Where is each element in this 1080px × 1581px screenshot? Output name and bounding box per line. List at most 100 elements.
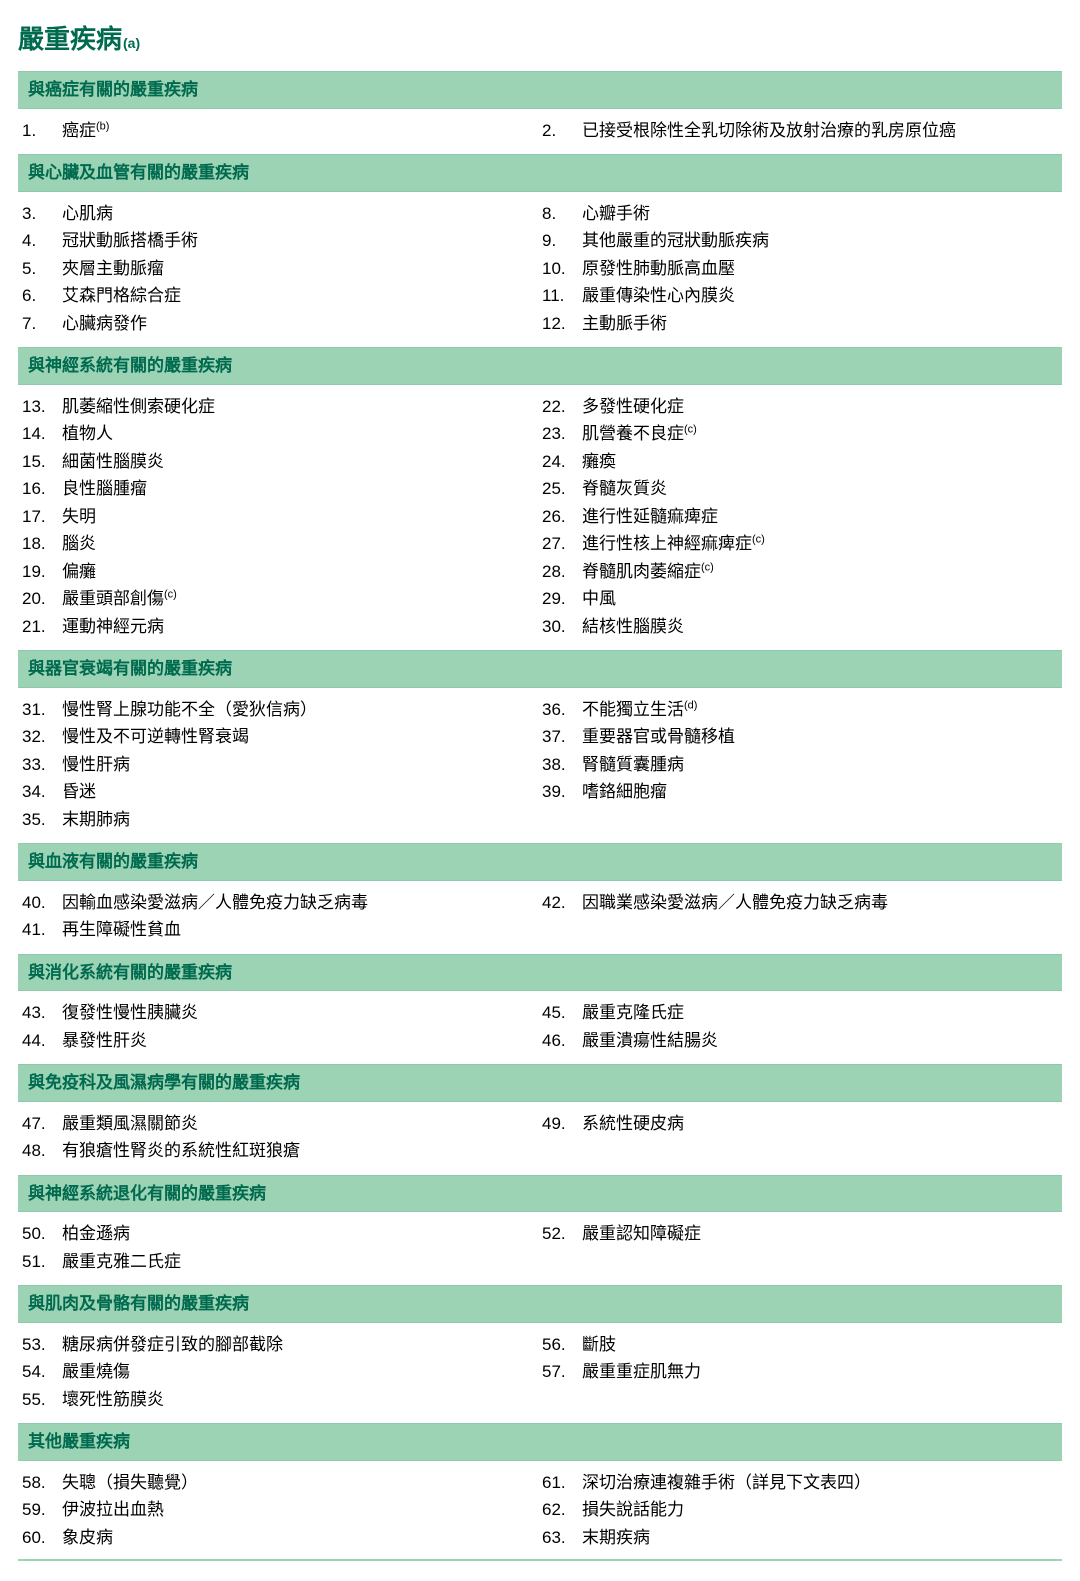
item-text: 嚴重潰瘍性結腸炎 <box>582 1028 1062 1054</box>
list-item: 41.再生障礙性貧血 <box>22 916 542 944</box>
item-number: 44. <box>22 1028 62 1054</box>
list-item: 16.良性腦腫瘤 <box>22 475 542 503</box>
item-number: 37. <box>542 724 582 750</box>
item-text: 伊波拉出血熱 <box>62 1497 542 1523</box>
item-number: 28. <box>542 559 582 585</box>
list-item: 48.有狼瘡性腎炎的系統性紅斑狼瘡 <box>22 1137 542 1165</box>
list-item: 13.肌萎縮性側索硬化症 <box>22 393 542 421</box>
list-item: 62.損失說話能力 <box>542 1496 1062 1524</box>
item-text: 失聰（損失聽覺） <box>62 1470 542 1496</box>
column-right: 22.多發性硬化症23.肌營養不良症(c)24.癱瘓25.脊髓灰質炎26.進行性… <box>542 393 1062 641</box>
list-item: 26.進行性延髓痲痺症 <box>542 503 1062 531</box>
item-sup: (c) <box>684 423 697 435</box>
item-number: 33. <box>22 752 62 778</box>
list-item: 55.壞死性筋膜炎 <box>22 1386 542 1414</box>
item-text: 因職業感染愛滋病／人體免疫力缺乏病毒 <box>582 890 1062 916</box>
item-text: 慢性肝病 <box>62 752 542 778</box>
item-text: 冠狀動脈搭橋手術 <box>62 228 542 254</box>
item-sup: (c) <box>752 533 765 545</box>
list-item: 8.心瓣手術 <box>542 200 1062 228</box>
section-body: 50.柏金遜病51.嚴重克雅二氏症52.嚴重認知障礙症 <box>18 1212 1062 1285</box>
item-text: 脊髓肌肉萎縮症(c) <box>582 559 1062 585</box>
item-number: 29. <box>542 586 582 612</box>
item-number: 47. <box>22 1111 62 1137</box>
item-number: 11. <box>542 283 582 309</box>
list-item: 45.嚴重克隆氏症 <box>542 999 1062 1027</box>
item-text: 夾層主動脈瘤 <box>62 256 542 282</box>
list-item: 11.嚴重傳染性心內膜炎 <box>542 282 1062 310</box>
item-number: 38. <box>542 752 582 778</box>
list-item: 23.肌營養不良症(c) <box>542 420 1062 448</box>
list-item: 36.不能獨立生活(d) <box>542 696 1062 724</box>
item-number: 50. <box>22 1221 62 1247</box>
page-title-text: 嚴重疾病 <box>18 20 122 59</box>
column-left: 40.因輸血感染愛滋病／人體免疫力缺乏病毒41.再生障礙性貧血 <box>22 889 542 944</box>
item-text: 腎髓質囊腫病 <box>582 752 1062 778</box>
item-number: 26. <box>542 504 582 530</box>
item-number: 19. <box>22 559 62 585</box>
item-number: 13. <box>22 394 62 420</box>
item-text: 主動脈手術 <box>582 311 1062 337</box>
item-text: 昏迷 <box>62 779 542 805</box>
item-text: 重要器官或骨髓移植 <box>582 724 1062 750</box>
item-number: 43. <box>22 1000 62 1026</box>
section-header: 與免疫科及風濕病學有關的嚴重疾病 <box>18 1064 1062 1102</box>
item-text: 心臟病發作 <box>62 311 542 337</box>
item-text: 癌症(b) <box>62 118 542 144</box>
item-text: 偏癱 <box>62 559 542 585</box>
item-number: 31. <box>22 697 62 723</box>
section-body: 1.癌症(b)2.已接受根除性全乳切除術及放射治療的乳房原位癌 <box>18 109 1062 155</box>
item-number: 52. <box>542 1221 582 1247</box>
column-right: 49.系統性硬皮病 <box>542 1110 1062 1165</box>
list-item: 22.多發性硬化症 <box>542 393 1062 421</box>
item-number: 63. <box>542 1525 582 1551</box>
section-body: 43.復發性慢性胰臟炎44.暴發性肝炎45.嚴重克隆氏症46.嚴重潰瘍性結腸炎 <box>18 991 1062 1064</box>
item-number: 42. <box>542 890 582 916</box>
item-text: 其他嚴重的冠狀動脈疾病 <box>582 228 1062 254</box>
item-text: 嗜鉻細胞瘤 <box>582 779 1062 805</box>
list-item: 3.心肌病 <box>22 200 542 228</box>
section-body: 40.因輸血感染愛滋病／人體免疫力缺乏病毒41.再生障礙性貧血42.因職業感染愛… <box>18 881 1062 954</box>
item-text: 再生障礙性貧血 <box>62 917 542 943</box>
final-rule <box>18 1559 1062 1561</box>
item-number: 59. <box>22 1497 62 1523</box>
list-item: 29.中風 <box>542 585 1062 613</box>
item-number: 27. <box>542 531 582 557</box>
section-header: 與神經系統退化有關的嚴重疾病 <box>18 1175 1062 1213</box>
list-item: 19.偏癱 <box>22 558 542 586</box>
item-number: 30. <box>542 614 582 640</box>
item-number: 48. <box>22 1138 62 1164</box>
list-item: 37.重要器官或骨髓移植 <box>542 723 1062 751</box>
list-item: 57.嚴重重症肌無力 <box>542 1358 1062 1386</box>
item-number: 1. <box>22 118 62 144</box>
item-text: 慢性腎上腺功能不全（愛狄信病） <box>62 697 542 723</box>
item-text: 失明 <box>62 504 542 530</box>
list-item: 34.昏迷 <box>22 778 542 806</box>
item-number: 5. <box>22 256 62 282</box>
list-item: 42.因職業感染愛滋病／人體免疫力缺乏病毒 <box>542 889 1062 917</box>
list-item: 25.脊髓灰質炎 <box>542 475 1062 503</box>
item-text: 深切治療連複雜手術（詳見下文表四） <box>582 1470 1062 1496</box>
item-text: 細菌性腦膜炎 <box>62 449 542 475</box>
item-number: 20. <box>22 586 62 612</box>
list-item: 56.斷肢 <box>542 1331 1062 1359</box>
list-item: 35.末期肺病 <box>22 806 542 834</box>
section-body: 47.嚴重類風濕關節炎48.有狼瘡性腎炎的系統性紅斑狼瘡49.系統性硬皮病 <box>18 1102 1062 1175</box>
list-item: 6.艾森門格綜合症 <box>22 282 542 310</box>
item-number: 40. <box>22 890 62 916</box>
column-left: 1.癌症(b) <box>22 117 542 145</box>
list-item: 31.慢性腎上腺功能不全（愛狄信病） <box>22 696 542 724</box>
list-item: 40.因輸血感染愛滋病／人體免疫力缺乏病毒 <box>22 889 542 917</box>
list-item: 49.系統性硬皮病 <box>542 1110 1062 1138</box>
section-header: 與器官衰竭有關的嚴重疾病 <box>18 650 1062 688</box>
column-left: 31.慢性腎上腺功能不全（愛狄信病）32.慢性及不可逆轉性腎衰竭33.慢性肝病3… <box>22 696 542 834</box>
column-left: 58.失聰（損失聽覺）59.伊波拉出血熱60.象皮病 <box>22 1469 542 1552</box>
item-text: 中風 <box>582 586 1062 612</box>
item-text: 脊髓灰質炎 <box>582 476 1062 502</box>
item-text: 嚴重認知障礙症 <box>582 1221 1062 1247</box>
column-left: 13.肌萎縮性側索硬化症14.植物人15.細菌性腦膜炎16.良性腦腫瘤17.失明… <box>22 393 542 641</box>
item-number: 60. <box>22 1525 62 1551</box>
item-number: 62. <box>542 1497 582 1523</box>
item-number: 41. <box>22 917 62 943</box>
item-text: 腦炎 <box>62 531 542 557</box>
